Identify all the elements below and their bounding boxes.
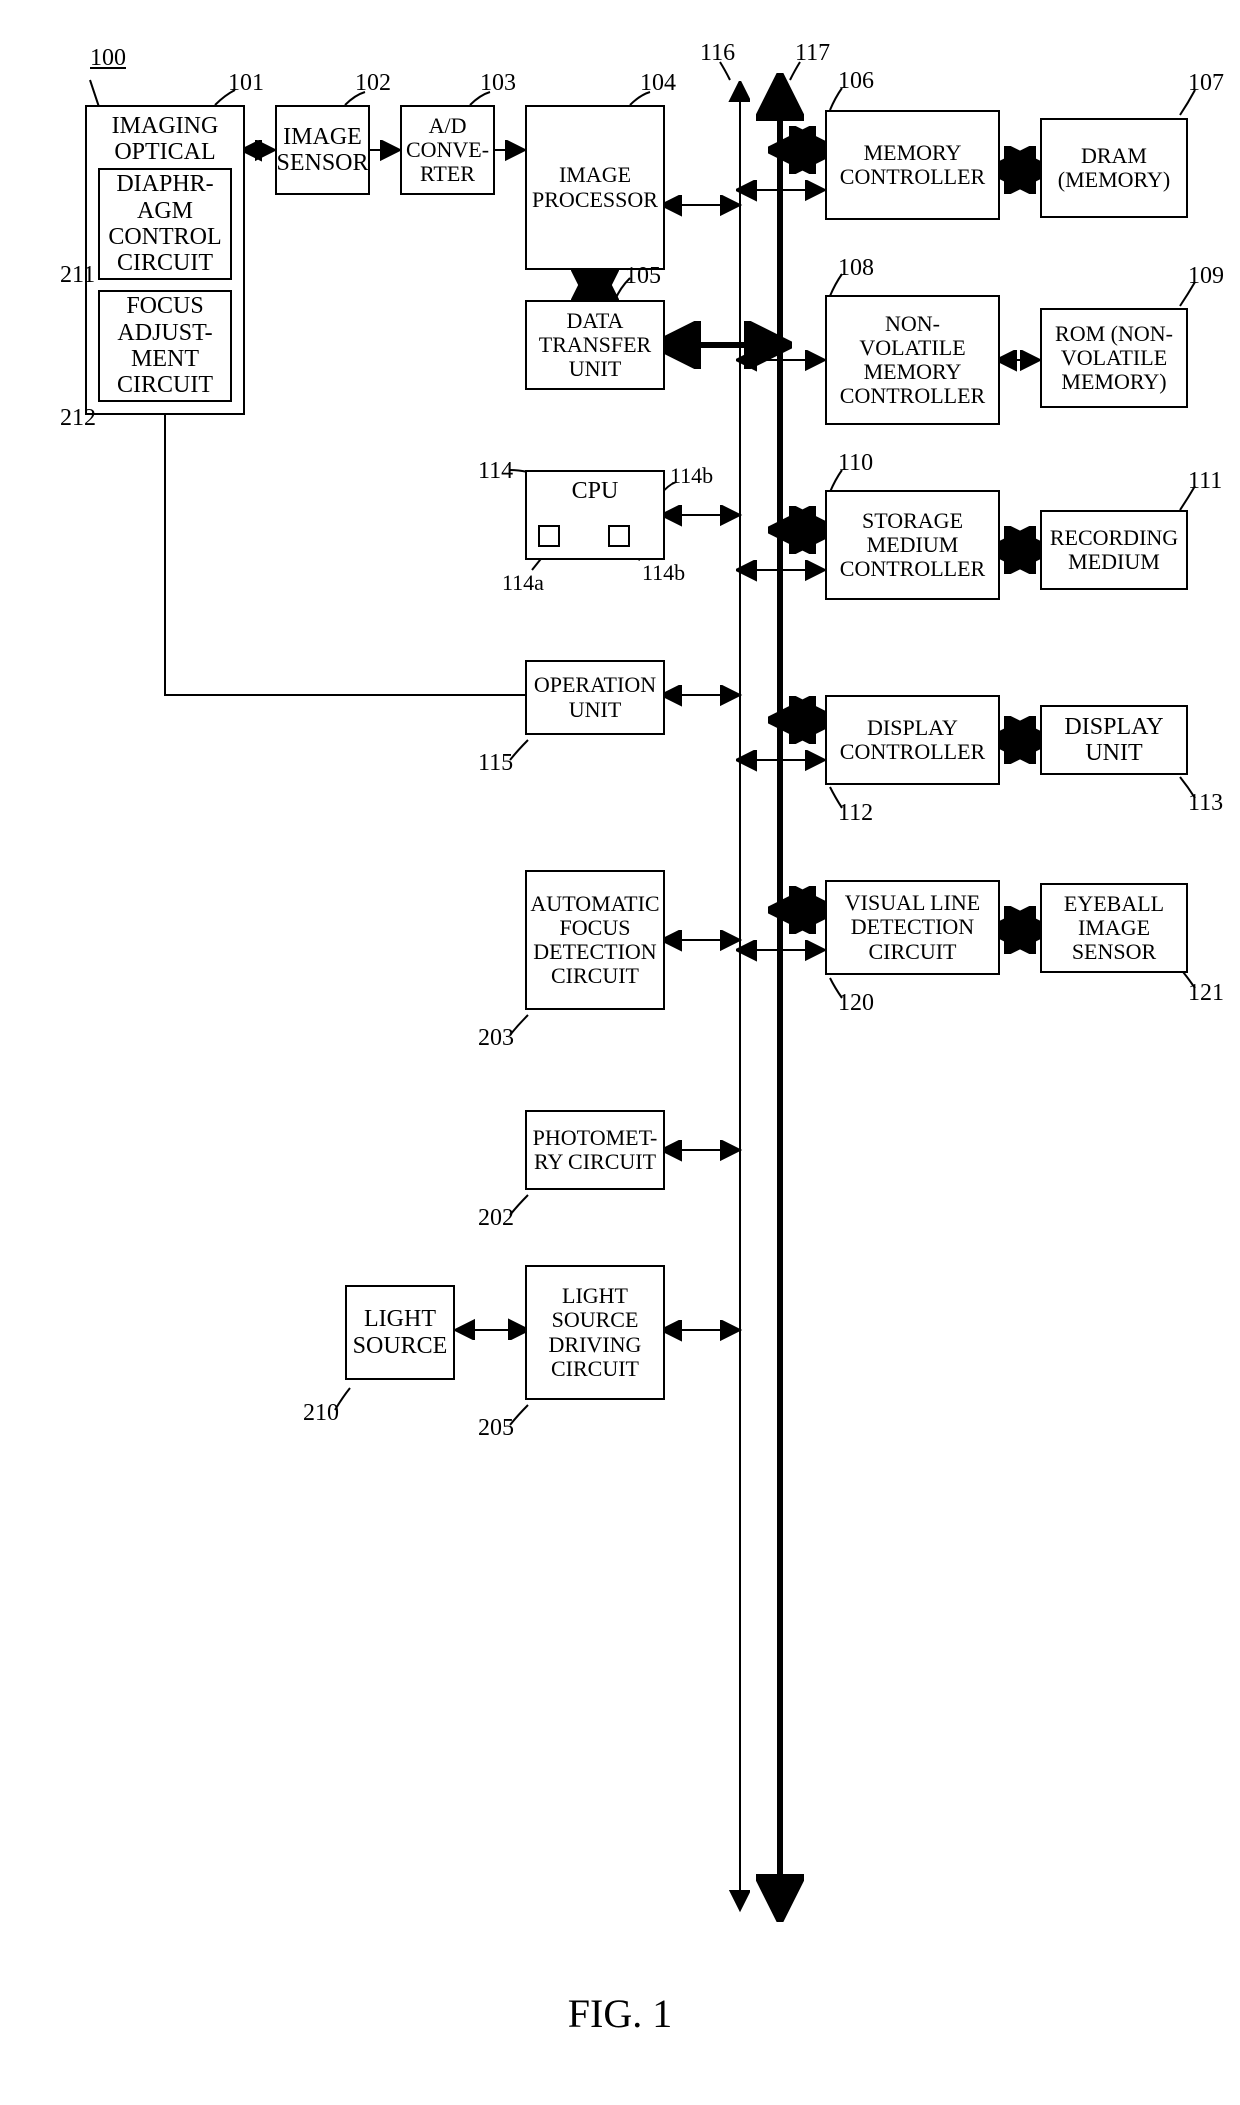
memory-controller-ref: 106 [838,68,874,95]
display-controller-label: DISPLAY CONTROLLER [840,716,985,764]
cpu-ref-b: 114b [642,560,685,586]
image-sensor-label: IMAGE SENSOR [276,124,368,177]
auto-focus-box: AUTOMATIC FOCUS DETECTION CIRCUIT [525,870,665,1010]
bus-116-label: 116 [700,40,735,67]
figure-label: FIG. 1 [568,1990,672,2037]
photometry-label: PHOTOMET- RY CIRCUIT [533,1126,658,1174]
visual-line-ref: 120 [838,990,874,1017]
display-unit-box: DISPLAY UNIT [1040,705,1188,775]
display-unit-ref: 113 [1188,790,1223,817]
system-ref-label: 100 [90,45,126,72]
diaphragm-box: DIAPHR- AGM CONTROL CIRCUIT [98,168,232,280]
data-transfer-label: DATA TRANSFER UNIT [539,309,651,382]
photometry-box: PHOTOMET- RY CIRCUIT [525,1110,665,1190]
image-processor-box: IMAGE PROCESSOR [525,105,665,270]
eyeball-sensor-label: EYEBALL IMAGE SENSOR [1064,892,1164,965]
ad-converter-box: A/D CONVE- RTER [400,105,495,195]
data-transfer-box: DATA TRANSFER UNIT [525,300,665,390]
storage-controller-box: STORAGE MEDIUM CONTROLLER [825,490,1000,600]
cpu-label: CPU [572,478,619,504]
focus-adjust-box: FOCUS ADJUST- MENT CIRCUIT [98,290,232,402]
imaging-optical-unit-ref: 101 [228,70,264,97]
image-sensor-ref: 102 [355,70,391,97]
dram-ref: 107 [1188,70,1224,97]
cpu-ref: 114 [478,458,513,485]
memory-controller-box: MEMORY CONTROLLER [825,110,1000,220]
block-diagram: 100 [40,40,1200,2065]
visual-line-box: VISUAL LINE DETECTION CIRCUIT [825,880,1000,975]
light-source-driving-box: LIGHT SOURCE DRIVING CIRCUIT [525,1265,665,1400]
focus-adjust-label: FOCUS ADJUST- MENT CIRCUIT [117,293,213,399]
recording-medium-box: RECORDING MEDIUM [1040,510,1188,590]
recording-medium-label: RECORDING MEDIUM [1050,526,1178,574]
display-unit-label: DISPLAY UNIT [1064,714,1163,767]
operation-unit-box: OPERATION UNIT [525,660,665,735]
cpu-ref-a: 114a [502,570,544,596]
cpu-core-b [608,525,630,547]
recording-medium-ref: 111 [1188,468,1222,495]
focus-adjust-ref: 212 [60,405,96,432]
nv-mem-controller-ref: 108 [838,255,874,282]
storage-controller-label: STORAGE MEDIUM CONTROLLER [840,509,985,582]
light-source-ref: 210 [303,1400,339,1427]
display-controller-ref: 112 [838,800,873,827]
rom-label: ROM (NON- VOLATILE MEMORY) [1055,322,1173,395]
image-sensor-box: IMAGE SENSOR [275,105,370,195]
light-source-driving-label: LIGHT SOURCE DRIVING CIRCUIT [549,1284,642,1381]
rom-box: ROM (NON- VOLATILE MEMORY) [1040,308,1188,408]
image-processor-ref: 104 [640,70,676,97]
ad-converter-ref: 103 [480,70,516,97]
display-controller-box: DISPLAY CONTROLLER [825,695,1000,785]
cpu-core-a [538,525,560,547]
rom-ref: 109 [1188,263,1224,290]
operation-unit-ref: 115 [478,750,513,777]
nv-mem-controller-label: NON- VOLATILE MEMORY CONTROLLER [840,312,985,409]
diaphragm-label: DIAPHR- AGM CONTROL CIRCUIT [108,171,221,277]
data-transfer-ref: 105 [625,263,661,290]
light-source-box: LIGHT SOURCE [345,1285,455,1380]
eyeball-sensor-box: EYEBALL IMAGE SENSOR [1040,883,1188,973]
cpu-ref-top: 114b [670,463,713,489]
operation-unit-label: OPERATION UNIT [534,673,656,721]
diaphragm-ref: 211 [60,262,95,289]
storage-controller-ref: 110 [838,450,873,477]
bus-117-label: 117 [795,40,830,67]
visual-line-label: VISUAL LINE DETECTION CIRCUIT [845,891,980,964]
light-source-driving-ref: 205 [478,1415,514,1442]
dram-box: DRAM (MEMORY) [1040,118,1188,218]
eyeball-sensor-ref: 121 [1188,980,1224,1007]
ad-converter-label: A/D CONVE- RTER [406,114,489,187]
image-processor-label: IMAGE PROCESSOR [532,163,658,211]
dram-label: DRAM (MEMORY) [1058,144,1170,192]
memory-controller-label: MEMORY CONTROLLER [840,141,985,189]
auto-focus-ref: 203 [478,1025,514,1052]
nv-mem-controller-box: NON- VOLATILE MEMORY CONTROLLER [825,295,1000,425]
auto-focus-label: AUTOMATIC FOCUS DETECTION CIRCUIT [530,892,659,989]
photometry-ref: 202 [478,1205,514,1232]
light-source-label: LIGHT SOURCE [353,1306,448,1359]
